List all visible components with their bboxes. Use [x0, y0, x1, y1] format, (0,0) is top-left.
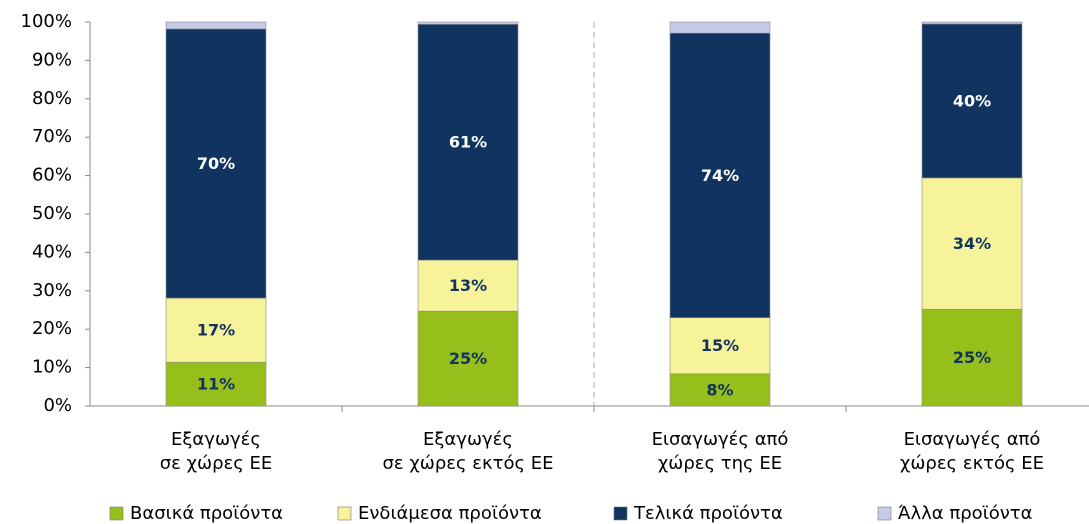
legend-label: Τελικά προϊόντα — [633, 503, 783, 524]
bar-segment — [921, 308, 1023, 407]
x-tick-label: σε χώρες εκτός ΕΕ — [383, 453, 554, 474]
value-label: 13% — [449, 276, 487, 295]
legend-label: Βασικά προϊόντα — [130, 503, 283, 524]
y-tick-label: 10% — [32, 357, 72, 378]
value-label: 8% — [706, 380, 733, 399]
y-tick-label: 60% — [32, 165, 72, 186]
x-tick-label: Εισαγωγές από — [904, 429, 1041, 450]
bar-segment — [165, 361, 267, 407]
bar-segment — [417, 259, 519, 312]
y-tick-label: 20% — [32, 318, 72, 339]
x-tick-label: χώρες εκτός ΕΕ — [900, 453, 1044, 474]
value-label: 40% — [953, 91, 991, 110]
bar-segment — [417, 310, 519, 407]
value-label: 61% — [449, 133, 487, 152]
bar-segment — [165, 297, 267, 363]
y-tick-label: 40% — [32, 241, 72, 262]
y-tick-label: 90% — [32, 49, 72, 70]
y-tick-label: 80% — [32, 88, 72, 109]
value-label: 34% — [953, 234, 991, 253]
bar-segment — [669, 317, 771, 375]
y-tick-label: 50% — [32, 203, 72, 224]
x-tick-label: Εισαγωγές από — [652, 429, 789, 450]
bar-segment — [165, 28, 267, 299]
value-label: 74% — [701, 166, 739, 185]
bar-segment — [417, 24, 519, 261]
bar-segment — [669, 21, 771, 34]
value-label: 25% — [449, 349, 487, 368]
bar-segment — [165, 21, 267, 30]
value-label: 15% — [701, 336, 739, 355]
y-tick-label: 100% — [21, 11, 72, 32]
value-label: 70% — [197, 154, 235, 173]
bar-segment — [921, 177, 1023, 310]
y-tick-label: 0% — [43, 395, 72, 416]
legend-label: Ενδιάμεσα προϊόντα — [358, 503, 542, 524]
legend-swatch — [337, 506, 352, 521]
y-tick-label: 70% — [32, 126, 72, 147]
legend-label: Άλλα προϊόντα — [898, 503, 1033, 524]
x-tick-label: Εξαγωγές — [171, 429, 261, 450]
x-tick-label: χώρες της ΕΕ — [658, 453, 782, 474]
bar-segment — [417, 21, 519, 25]
value-label: 25% — [953, 348, 991, 367]
bar-segment — [669, 32, 771, 318]
legend-swatch — [613, 506, 628, 521]
value-label: 11% — [197, 375, 235, 394]
legend-swatch — [109, 506, 124, 521]
bar-segment — [921, 23, 1023, 179]
value-label: 17% — [197, 321, 235, 340]
x-tick-label: Εξαγωγές — [423, 429, 513, 450]
x-tick-label: σε χώρες ΕΕ — [160, 453, 273, 474]
legend-swatch — [877, 506, 892, 521]
bar-segment — [921, 21, 1023, 25]
y-tick-label: 30% — [32, 280, 72, 301]
